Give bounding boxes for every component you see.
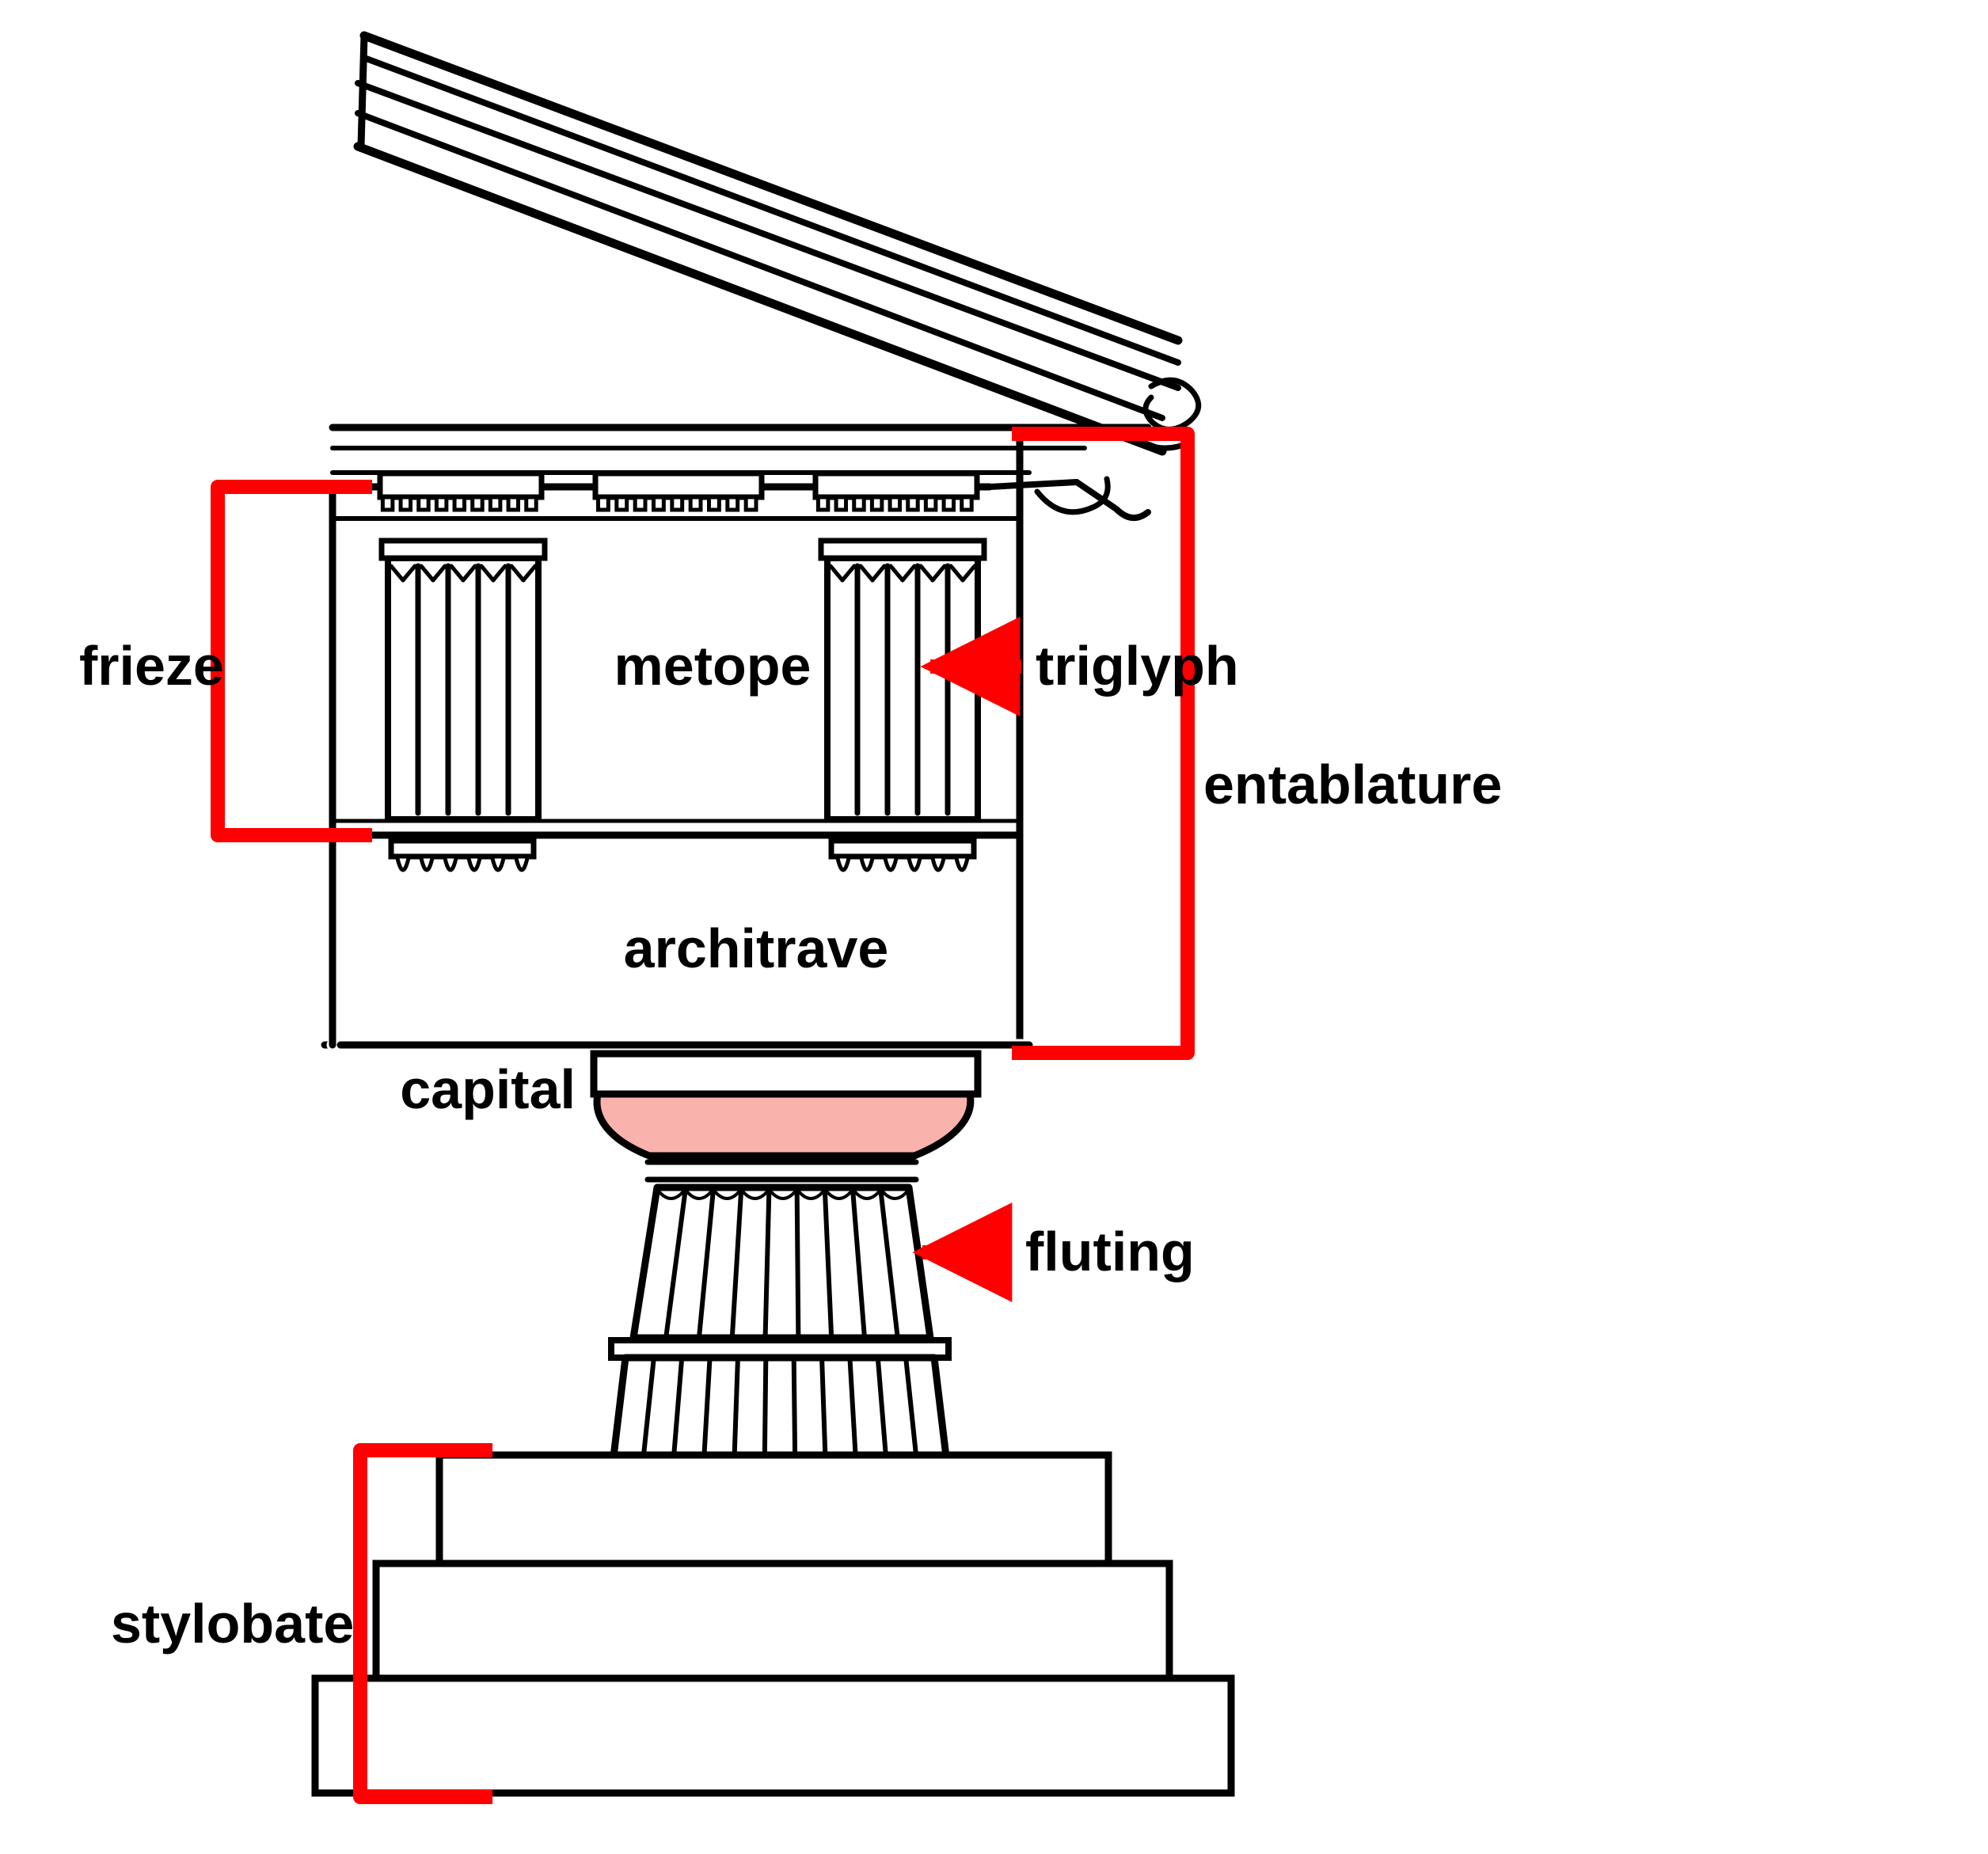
label-architrave: architrave: [624, 918, 889, 979]
label-triglyph: triglyph: [1036, 635, 1239, 697]
label-entablature: entablature: [1203, 754, 1502, 815]
label-frieze: frieze: [79, 635, 224, 697]
label-capital: capital: [400, 1058, 576, 1120]
label-metope: metope: [614, 635, 812, 697]
label-stylobate: stylobate: [111, 1593, 354, 1655]
drawing-ink: [315, 36, 1231, 1793]
label-fluting: fluting: [1025, 1221, 1195, 1282]
